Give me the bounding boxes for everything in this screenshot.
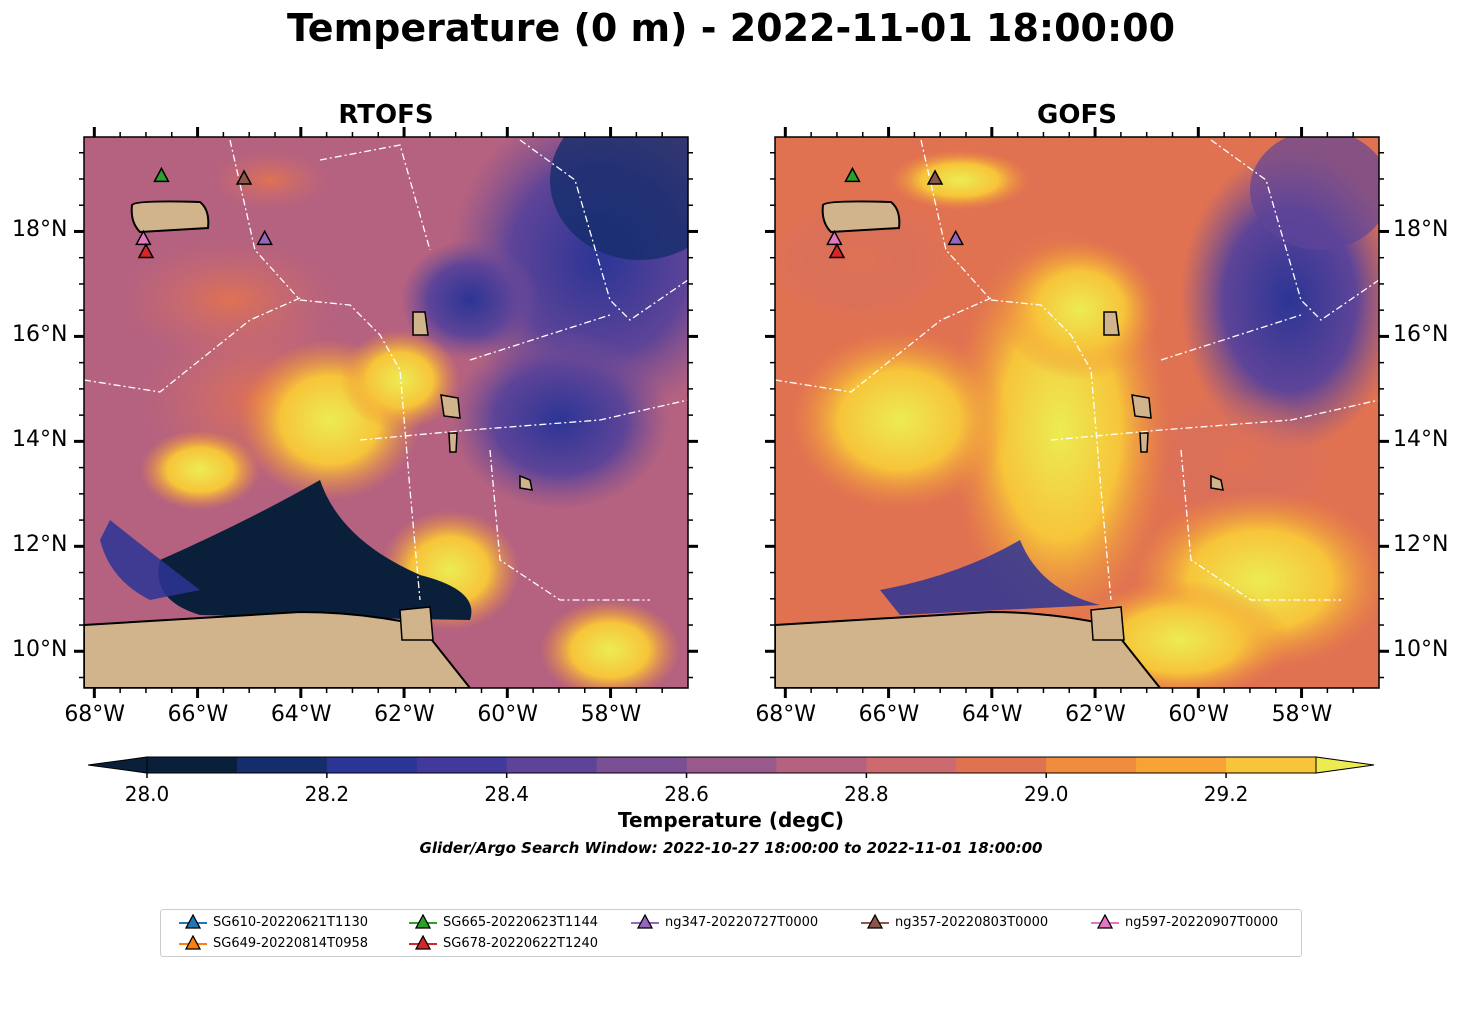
glider-marker (135, 229, 152, 246)
colorbar-extend-high (1315, 756, 1375, 774)
legend-label: SG610-20220621T1130 (213, 914, 369, 930)
glider-marker (826, 229, 843, 246)
search-window-text: Glider/Argo Search Window: 2022-10-27 18… (419, 839, 1043, 857)
y-tick-label: 18°N (1393, 217, 1449, 243)
legend: SG610-20220621T1130 SG649-20220814T0958 SG… (160, 909, 1302, 957)
glider-marker (235, 169, 253, 185)
legend-label: SG665-20220623T1144 (443, 914, 599, 930)
legend-marker (861, 914, 889, 929)
x-tick-label: 62°W (1065, 702, 1126, 727)
legend-entry: ng597-20220907T0000 (1091, 914, 1278, 930)
map-panels (74, 127, 1389, 698)
y-tick-label: 14°N (1393, 427, 1449, 453)
legend-marker (409, 914, 437, 929)
gofs-map (775, 137, 1379, 688)
x-tick-label: 58°W (580, 702, 642, 727)
glider-marker (256, 229, 273, 246)
colorbar-segment (147, 757, 238, 773)
colorbar-segment (596, 757, 688, 773)
legend-label: ng597-20220907T0000 (1125, 914, 1279, 930)
legend-entry: SG665-20220623T1144 (409, 914, 598, 930)
y-tick-label: 18°N (12, 217, 68, 243)
colorbar-tick-label: 28.2 (304, 782, 350, 806)
legend-label: ng347-20220727T0000 (665, 914, 819, 930)
legend-entry: SG649-20220814T0958 (179, 935, 368, 951)
legend-entry: ng347-20220727T0000 (631, 914, 818, 930)
colorbar-segment (416, 757, 508, 773)
colorbar-tick-label: 28.6 (664, 782, 709, 806)
legend-marker (409, 935, 437, 950)
legend-marker (179, 935, 207, 950)
legend-entry: ng357-20220803T0000 (861, 914, 1048, 930)
y-tick-label: 10°N (1393, 637, 1449, 663)
x-tick-label: 60°W (477, 702, 539, 727)
colorbar-segment (1136, 757, 1227, 773)
y-tick-label: 16°N (1393, 322, 1449, 348)
colorbar-segment (686, 757, 777, 773)
legend-marker (179, 914, 207, 929)
legend-entry: SG678-20220622T1240 (409, 935, 598, 951)
glider-markers (135, 166, 964, 259)
colorbar-segment (776, 757, 867, 773)
y-tick-label: 12°N (1393, 532, 1449, 558)
colorbar-segment (506, 757, 598, 773)
colorbar-tick-label: 28.0 (124, 782, 170, 806)
colorbar-tick-label: 29.2 (1203, 782, 1249, 806)
glider-marker (137, 242, 155, 259)
x-tick-label: 66°W (167, 702, 229, 727)
colorbar-extend-low (87, 756, 148, 774)
glider-marker (153, 166, 170, 183)
axis-tick-marks (74, 127, 1389, 698)
glider-marker (844, 166, 861, 183)
y-tick-label: 10°N (12, 637, 68, 663)
legend-marker (631, 914, 659, 929)
legend-label: SG649-20220814T0958 (213, 935, 369, 951)
x-tick-label: 64°W (270, 702, 332, 727)
legend-entry: SG610-20220621T1130 (179, 914, 368, 930)
colorbar-label: Temperature (degC) (618, 808, 844, 832)
rtofs-map (84, 137, 688, 688)
x-tick-label: 64°W (961, 702, 1023, 727)
x-tick-label: 58°W (1271, 702, 1333, 727)
x-tick-label: 62°W (374, 702, 435, 727)
colorbar-segment (1046, 757, 1137, 773)
glider-marker (926, 169, 944, 185)
x-tick-label: 68°W (755, 702, 817, 727)
legend-label: SG678-20220622T1240 (443, 935, 599, 951)
colorbar (87, 756, 1375, 778)
x-tick-label: 68°W (64, 702, 126, 727)
colorbar-tick-label: 28.4 (484, 782, 529, 806)
colorbar-segment (956, 757, 1047, 773)
colorbar-tick-label: 28.8 (844, 782, 889, 806)
colorbar-segment (1226, 757, 1317, 773)
figure-title: Temperature (0 m) - 2022-11-01 18:00:00 (286, 6, 1176, 50)
colorbar-tick-label: 29.0 (1023, 782, 1069, 806)
colorbar-segment (236, 757, 328, 773)
x-tick-label: 60°W (1168, 702, 1230, 727)
panel-title-rtofs: RTOFS (338, 100, 434, 130)
colorbar-segment (326, 757, 418, 773)
legend-label: ng357-20220803T0000 (895, 914, 1049, 930)
glider-marker (828, 242, 846, 259)
y-tick-label: 14°N (12, 427, 68, 453)
y-tick-label: 16°N (12, 322, 68, 348)
panel-title-gofs: GOFS (1037, 100, 1117, 130)
y-tick-label: 12°N (12, 532, 68, 558)
colorbar-segment (866, 757, 957, 773)
legend-marker (1091, 914, 1119, 929)
x-tick-label: 66°W (858, 702, 920, 727)
glider-marker (947, 229, 964, 246)
